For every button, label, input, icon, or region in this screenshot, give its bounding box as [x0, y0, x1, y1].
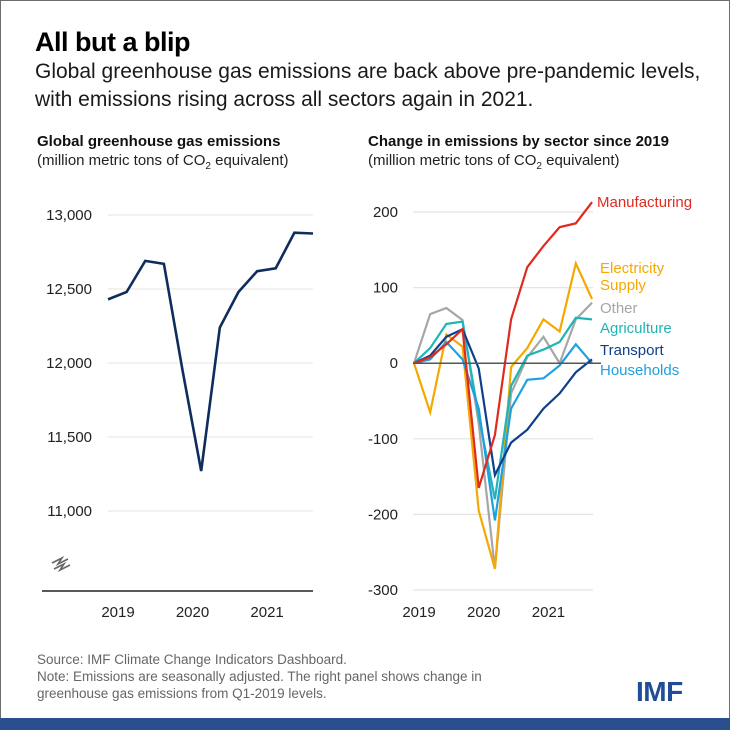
note-line-1: Note: Emissions are seasonally adjusted.… — [37, 669, 482, 684]
legend-label-electricity-supply: Supply — [600, 277, 646, 294]
y-tick-label: 12,000 — [46, 355, 92, 372]
legend-label-other: Other — [600, 300, 638, 317]
series-line-emissions — [107, 231, 314, 472]
x-tick-label: 2019 — [402, 604, 435, 621]
series-line-agriculture — [413, 316, 593, 500]
left-chart: 11,000 11,500 12,000 12,500 13,000 2019 2020 20… — [42, 207, 314, 621]
axis-break-stroke — [53, 561, 71, 573]
legend-label-households: Households — [600, 362, 679, 379]
bottom-brand-bar — [0, 718, 730, 730]
y-tick-label: 12,500 — [46, 281, 92, 298]
source-note: Source: IMF Climate Change Indicators Da… — [37, 652, 347, 667]
right-chart: -300 -200 -100 0 100 200 2019 2020 2021 Other Elec… — [368, 194, 692, 621]
axis-break-stroke — [51, 555, 69, 567]
y-tick-label: -300 — [368, 582, 398, 599]
y-tick-label: 200 — [373, 204, 398, 221]
y-tick-label: -200 — [368, 506, 398, 523]
left-chart-subtitle: (million metric tons of CO2 equivalent) — [37, 152, 289, 172]
note-line-2: greenhouse gas emissions from Q1-2019 le… — [37, 686, 327, 701]
series-line-transport — [413, 327, 593, 479]
right-chart-subtitle: (million metric tons of CO2 equivalent) — [368, 152, 620, 172]
y-tick-label: 13,000 — [46, 207, 92, 224]
x-tick-label: 2020 — [176, 604, 209, 621]
imf-logo: IMF — [636, 676, 683, 707]
legend-label-electricity-supply: Electricity — [600, 260, 665, 277]
series-line-households — [413, 340, 593, 521]
legend-label-transport: Transport — [600, 342, 664, 359]
x-tick-label: 2021 — [250, 604, 283, 621]
x-tick-label: 2021 — [532, 604, 565, 621]
page-subtitle: Global greenhouse gas emissions are back… — [35, 60, 701, 111]
y-tick-label: 11,000 — [47, 503, 92, 520]
footer-notes: Source: IMF Climate Change Indicators Da… — [37, 651, 597, 702]
y-tick-label: 11,500 — [47, 429, 92, 446]
x-tick-label: 2019 — [101, 604, 134, 621]
left-chart-title: Global greenhouse gas emissions — [37, 133, 281, 150]
legend-label-manufacturing: Manufacturing — [597, 194, 692, 211]
page-title: All but a blip — [35, 27, 191, 57]
legend-label-agriculture: Agriculture — [600, 320, 672, 337]
y-tick-label: -100 — [368, 431, 398, 448]
y-tick-label: 100 — [373, 280, 398, 297]
axis-break-icon — [51, 555, 71, 573]
y-tick-label: 0 — [390, 355, 398, 372]
series-line-manufacturing — [413, 201, 593, 489]
x-tick-label: 2020 — [467, 604, 500, 621]
right-chart-title: Change in emissions by sector since 2019 — [368, 133, 669, 150]
